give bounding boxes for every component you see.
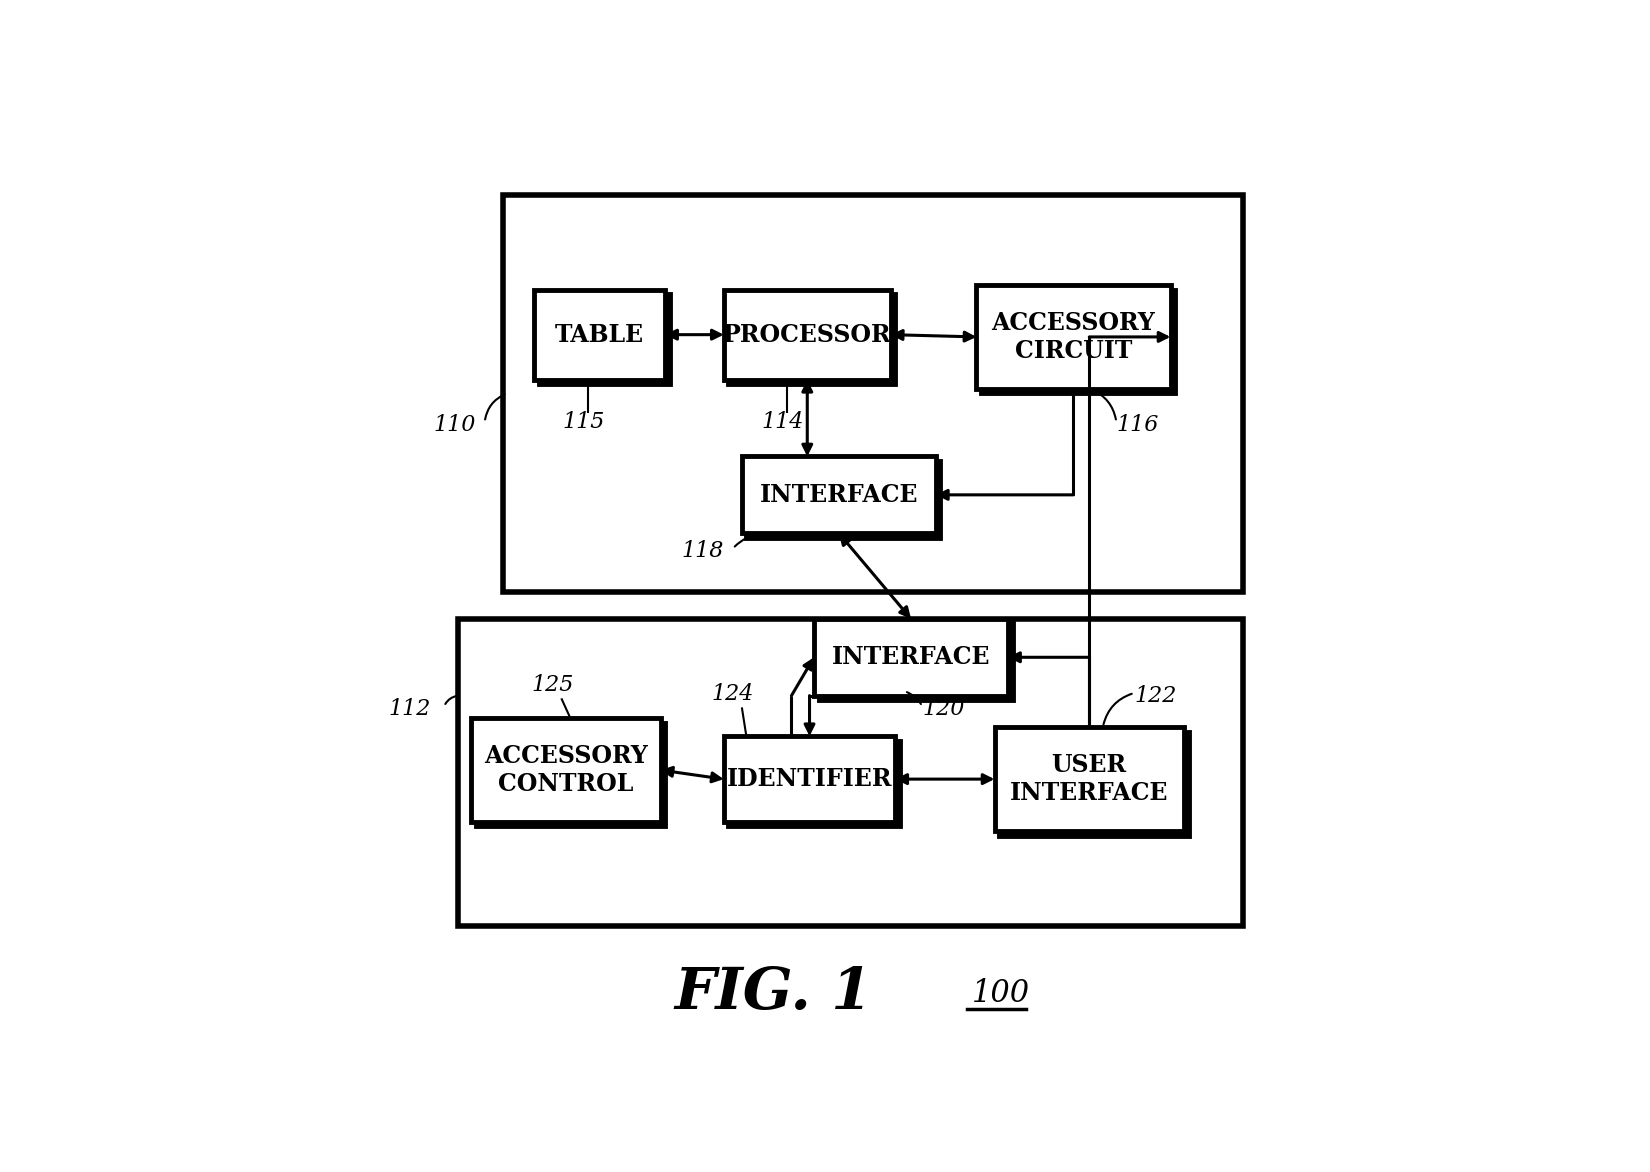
Text: 100: 100: [972, 977, 1030, 1009]
Text: 110: 110: [434, 414, 475, 436]
Text: INTERFACE: INTERFACE: [832, 646, 990, 669]
Bar: [818, 624, 1013, 700]
Text: 124: 124: [711, 682, 754, 704]
Text: TABLE: TABLE: [554, 322, 644, 347]
Bar: [540, 294, 670, 384]
Text: INTERFACE: INTERFACE: [759, 483, 917, 506]
Bar: [982, 289, 1175, 394]
Text: 120: 120: [922, 699, 965, 720]
Text: PROCESSOR: PROCESSOR: [723, 322, 891, 347]
Bar: [995, 727, 1185, 831]
Bar: [977, 285, 1170, 389]
Bar: [724, 736, 896, 822]
Bar: [728, 741, 899, 826]
Text: 114: 114: [761, 411, 804, 434]
Bar: [724, 289, 891, 380]
Text: 115: 115: [563, 411, 606, 434]
Bar: [998, 731, 1188, 836]
Bar: [728, 294, 896, 384]
Text: 118: 118: [681, 540, 724, 563]
Bar: [535, 289, 665, 380]
Bar: [746, 461, 940, 538]
Bar: [472, 718, 660, 822]
Text: ACCESSORY
CONTROL: ACCESSORY CONTROL: [483, 744, 648, 796]
Bar: [457, 619, 1242, 926]
Bar: [742, 457, 936, 533]
Text: FIG. 1: FIG. 1: [675, 966, 873, 1022]
Bar: [503, 195, 1242, 592]
Text: 122: 122: [1135, 684, 1176, 707]
Text: ACCESSORY
CIRCUIT: ACCESSORY CIRCUIT: [992, 311, 1155, 363]
Text: IDENTIFIER: IDENTIFIER: [726, 768, 893, 791]
Bar: [475, 723, 665, 826]
Text: 112: 112: [388, 699, 431, 720]
Text: 125: 125: [531, 674, 574, 696]
Text: 116: 116: [1117, 414, 1158, 436]
Text: USER
INTERFACE: USER INTERFACE: [1010, 754, 1168, 805]
Bar: [813, 619, 1008, 696]
